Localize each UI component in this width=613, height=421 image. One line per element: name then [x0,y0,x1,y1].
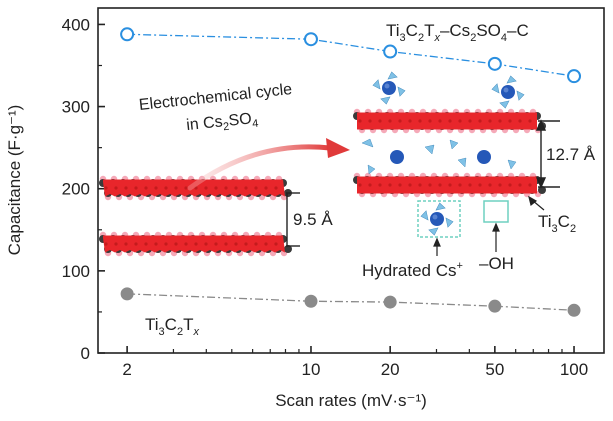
water-molecule [449,139,459,150]
water-molecule [361,138,374,148]
cs-ion [501,85,515,99]
water-molecule [387,71,398,80]
data-point [383,295,397,309]
water-molecule [457,157,467,168]
ti3c2tx-structure-expanded [353,108,546,198]
water-molecule [516,90,525,101]
y-tick-label: 400 [62,15,90,34]
hydrated-cs-clusters [372,71,525,236]
x-tick-label: 10 [302,360,321,379]
data-point [567,69,582,84]
plot-frame [97,7,605,354]
x-axis-ticks: 2 10 20 50 100 [122,346,588,379]
data-point [120,27,135,42]
data-point [304,294,318,308]
y-axis-ticks: 0 100 200 300 400 [62,15,105,363]
water-molecule [372,79,381,90]
legend-bottom-series: Ti3C2Tx [145,315,199,338]
x-tick-label: 20 [381,360,400,379]
water-molecule [506,75,517,84]
y-tick-label: 200 [62,180,90,199]
data-point [487,56,502,71]
data-point [120,287,134,301]
data-point [303,32,318,47]
water-molecule [491,83,500,94]
cycle-arrow [187,144,333,191]
water-molecule [380,96,391,105]
x-tick-label: 50 [485,360,504,379]
water-molecule [367,164,376,175]
series-line-top [127,33,575,77]
schematic-illustration: 9.5 Å 12.7 Å Electrochemical cycle in Cs… [99,71,596,280]
water-molecule [424,144,435,155]
cs-ion [390,150,404,164]
water-molecule [420,210,429,221]
cycle-label: Electrochemical cycle in Cs2SO4 [138,81,293,137]
spacing-bracket-large [535,119,560,189]
y-tick-label: 0 [81,344,90,363]
spacing-label-small: 9.5 Å [293,210,333,229]
x-tick-label: 100 [560,360,588,379]
ti3c2tx-structure-small [99,175,292,257]
x-axis-label: Scan rates (mV·s⁻¹) [275,391,427,410]
hydrated-cs-label: Hydrated Cs+ [362,260,463,280]
cs-ion [382,81,396,95]
series-line-bottom [127,293,575,311]
cs-ion [477,150,491,164]
water-molecule [397,86,406,97]
hydroxyl-box [483,200,509,223]
data-point [383,44,398,59]
water-molecule [435,202,446,211]
spacing-bracket-small [286,192,300,247]
hydroxyl-label: –OH [479,254,514,273]
water-molecule [499,100,510,109]
legend-top-series: Ti3C2Tx–Cs2SO4–C [386,21,529,44]
cs-ion [430,212,444,226]
intercalated-species [361,138,517,175]
water-molecule [428,227,439,236]
data-point [567,303,581,317]
spacing-label-large: 12.7 Å [546,145,596,164]
hydrated-cs-box [417,200,461,238]
y-axis-label: Capacitance (F·g⁻¹) [5,105,24,256]
cycle-label-line2: in Cs2SO4 [185,110,259,137]
data-point [488,299,502,313]
cycle-label-line1: Electrochemical cycle [138,81,293,114]
y-tick-label: 300 [62,98,90,117]
ti3c2-label: Ti3C2 [538,212,576,235]
water-molecule [445,217,454,228]
data-series [120,27,582,317]
x-tick-label: 2 [122,360,131,379]
cycle-arrow-head [326,138,350,158]
y-tick-label: 100 [62,262,90,281]
water-molecule [507,159,517,170]
